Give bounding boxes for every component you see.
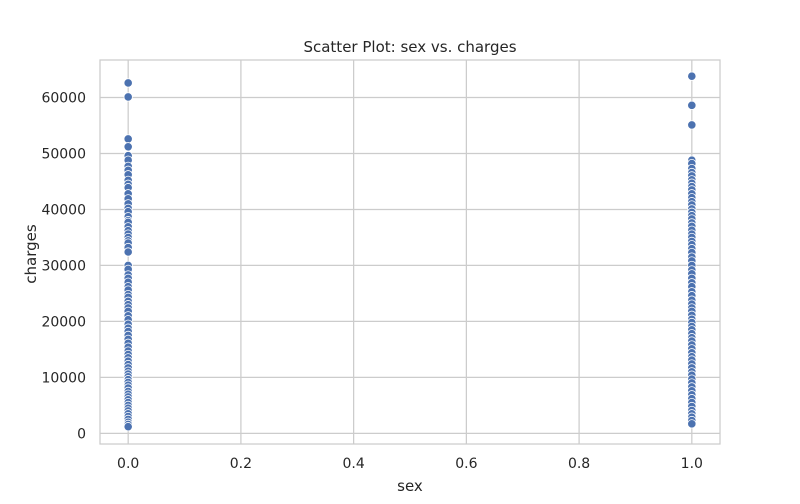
x-tick-label: 0.0 [117, 456, 139, 472]
plot-frame [99, 59, 721, 445]
data-point [123, 247, 133, 257]
x-axis-label: sex [397, 477, 423, 495]
y-tick-label: 0 [77, 426, 86, 442]
data-point [123, 134, 133, 144]
y-tick-label: 60000 [41, 91, 86, 107]
x-tick-label: 0.4 [343, 456, 365, 472]
x-tick-label: 0.2 [230, 456, 252, 472]
y-axis-label: charges [22, 224, 40, 284]
y-tick-label: 30000 [41, 258, 86, 274]
x-tick-label: 0.6 [455, 456, 477, 472]
data-points [123, 71, 697, 432]
data-point [123, 78, 133, 88]
data-point [687, 71, 697, 81]
x-tick-label: 0.8 [568, 456, 590, 472]
data-point [687, 419, 697, 429]
data-point [123, 142, 133, 152]
data-point [123, 92, 133, 102]
x-tick-label: 1.0 [681, 456, 703, 472]
y-tick-label: 50000 [41, 146, 86, 162]
y-tick-labels: 0 10000 20000 30000 40000 50000 60000 [41, 91, 86, 443]
data-point [687, 120, 697, 130]
x-tick-labels: 0.0 0.2 0.4 0.6 0.8 1.0 [117, 456, 703, 472]
data-point [687, 100, 697, 110]
data-point [123, 422, 133, 432]
y-tick-label: 20000 [41, 314, 86, 330]
y-tick-label: 10000 [41, 370, 86, 386]
y-tick-label: 40000 [41, 202, 86, 218]
grid-layer [100, 60, 720, 444]
chart-title: Scatter Plot: sex vs. charges [303, 38, 516, 56]
